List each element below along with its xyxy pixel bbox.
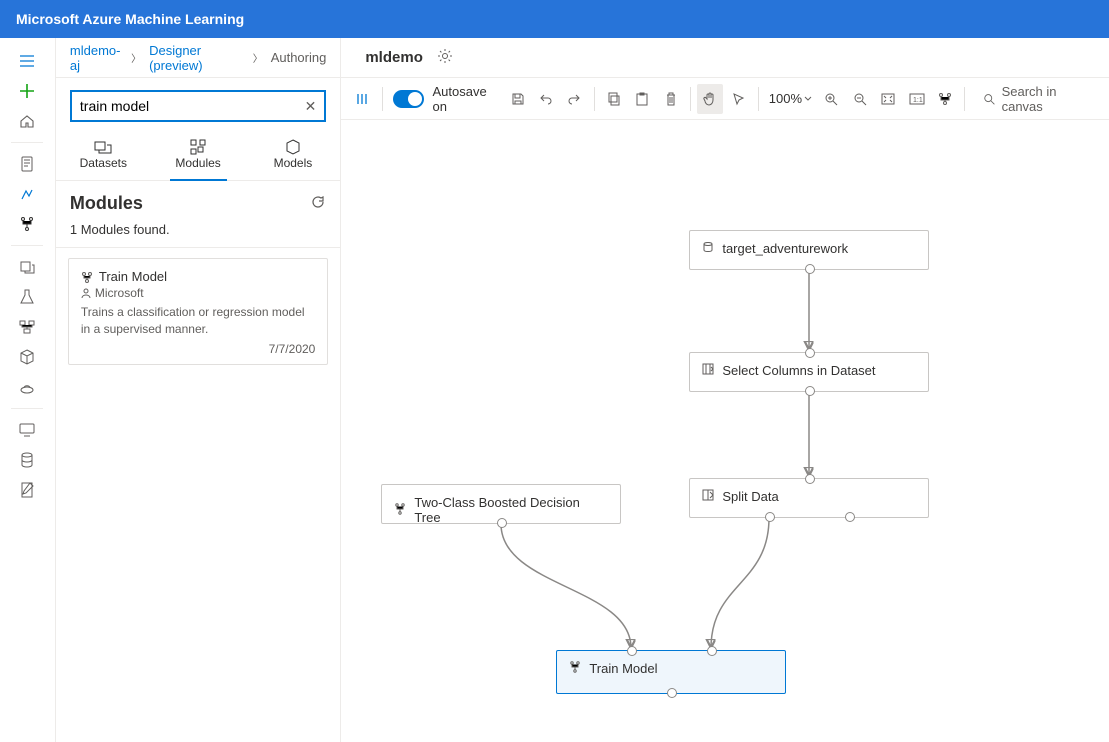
- pipeline-header: mldemo: [341, 38, 1109, 78]
- node-icon: [394, 503, 406, 518]
- breadcrumb-workspace[interactable]: mldemo-aj: [70, 43, 123, 73]
- node-label: Train Model: [589, 661, 657, 676]
- tab-label: Datasets: [80, 156, 127, 170]
- node-icon: [702, 489, 714, 504]
- copy-icon[interactable]: [601, 84, 627, 114]
- chevron-right-icon: 〉: [131, 50, 141, 65]
- breadcrumb-page: Authoring: [271, 50, 327, 65]
- zoom-out-icon[interactable]: [847, 84, 873, 114]
- output-port[interactable]: [845, 512, 855, 522]
- undo-icon[interactable]: [533, 84, 559, 114]
- node-label: Select Columns in Dataset: [722, 363, 875, 378]
- node-label: target_adventurework: [722, 241, 848, 256]
- autosave-label: Autosave on: [432, 84, 496, 114]
- datasets-icon[interactable]: [7, 252, 47, 282]
- zoom-in-icon[interactable]: [818, 84, 844, 114]
- node-icon: [702, 363, 714, 378]
- datastores-icon[interactable]: [7, 445, 47, 475]
- node-label: Split Data: [722, 489, 778, 504]
- app-title-bar: Microsoft Azure Machine Learning: [0, 0, 1109, 38]
- hamburger-icon[interactable]: [7, 46, 47, 76]
- experiments-icon[interactable]: [7, 282, 47, 312]
- node-icon: [569, 661, 581, 676]
- datasets-tab-icon: [94, 138, 112, 156]
- canvas-node[interactable]: Two-Class Boosted Decision Tree: [381, 484, 621, 524]
- chevron-down-icon: [804, 95, 812, 103]
- refresh-icon[interactable]: [310, 194, 326, 213]
- canvas-node[interactable]: Split Data: [689, 478, 929, 518]
- canvas-node[interactable]: target_adventurework: [689, 230, 929, 270]
- asset-tabs: Datasets Modules Models: [56, 132, 340, 181]
- modules-tab-icon: [190, 138, 206, 156]
- output-port[interactable]: [805, 264, 815, 274]
- tab-label: Modules: [175, 156, 220, 170]
- person-icon: [81, 288, 91, 298]
- asset-panel: mldemo-aj 〉 Designer (preview) 〉 Authori…: [56, 38, 341, 742]
- toggle-panel-icon[interactable]: [349, 84, 375, 114]
- app-title: Microsoft Azure Machine Learning: [16, 11, 244, 27]
- tab-label: Models: [274, 156, 313, 170]
- paste-icon[interactable]: [629, 84, 655, 114]
- module-card-date: 7/7/2020: [81, 342, 315, 356]
- tab-datasets[interactable]: Datasets: [56, 132, 151, 180]
- panel-title: Modules: [70, 193, 143, 214]
- actual-size-icon[interactable]: 1:1: [903, 84, 929, 114]
- canvas-node[interactable]: Select Columns in Dataset: [689, 352, 929, 392]
- module-card-description: Trains a classification or regression mo…: [81, 304, 315, 338]
- svg-text:1:1: 1:1: [913, 97, 923, 104]
- auto-layout-icon[interactable]: [932, 84, 958, 114]
- module-card-title: Train Model: [99, 269, 167, 284]
- designer-icon[interactable]: [7, 209, 47, 239]
- search-canvas-label: Search in canvas: [1002, 84, 1089, 114]
- models-icon[interactable]: [7, 342, 47, 372]
- redo-icon[interactable]: [561, 84, 587, 114]
- pipelines-icon[interactable]: [7, 312, 47, 342]
- pipeline-name: mldemo: [365, 49, 423, 66]
- notebooks-icon[interactable]: [7, 149, 47, 179]
- autosave-toggle[interactable]: [393, 90, 425, 108]
- tab-models[interactable]: Models: [246, 132, 341, 180]
- labeling-icon[interactable]: [7, 475, 47, 505]
- save-icon[interactable]: [504, 84, 530, 114]
- module-card-train-model[interactable]: Train Model Microsoft Trains a classific…: [68, 258, 328, 365]
- node-icon: [702, 241, 714, 256]
- output-port[interactable]: [765, 512, 775, 522]
- canvas-toolbar: Autosave on 100% 1:1: [341, 78, 1109, 120]
- tab-modules[interactable]: Modules: [151, 132, 246, 180]
- designer-canvas[interactable]: target_adventurework Select Columns in Da…: [341, 120, 1109, 742]
- results-count: 1 Modules found.: [56, 218, 340, 248]
- canvas-node[interactable]: Train Model: [556, 650, 786, 694]
- delete-icon[interactable]: [658, 84, 684, 114]
- compute-icon[interactable]: [7, 415, 47, 445]
- module-search-box[interactable]: ✕: [70, 90, 326, 122]
- search-icon: [983, 92, 995, 106]
- module-card-author: Microsoft: [95, 286, 144, 300]
- home-icon[interactable]: [7, 106, 47, 136]
- pipeline-settings-icon[interactable]: [437, 48, 453, 68]
- breadcrumb-section[interactable]: Designer (preview): [149, 43, 245, 73]
- chevron-right-icon: 〉: [253, 50, 263, 65]
- search-in-canvas[interactable]: Search in canvas: [971, 84, 1101, 114]
- endpoints-icon[interactable]: [7, 372, 47, 402]
- automl-icon[interactable]: [7, 179, 47, 209]
- models-tab-icon: [285, 138, 301, 156]
- train-model-icon: [81, 271, 93, 283]
- fit-screen-icon[interactable]: [875, 84, 901, 114]
- clear-search-icon[interactable]: ✕: [305, 98, 317, 115]
- pan-tool-icon[interactable]: [697, 84, 723, 114]
- search-input[interactable]: [80, 98, 305, 114]
- breadcrumb: mldemo-aj 〉 Designer (preview) 〉 Authori…: [56, 38, 340, 78]
- left-nav-rail: [0, 38, 56, 742]
- add-icon[interactable]: [7, 76, 47, 106]
- zoom-level[interactable]: 100%: [765, 91, 816, 106]
- output-port[interactable]: [805, 386, 815, 396]
- designer-main: mldemo Autosave on 100%: [341, 38, 1109, 742]
- node-label: Two-Class Boosted Decision Tree: [414, 495, 608, 525]
- select-tool-icon[interactable]: [725, 84, 751, 114]
- output-port[interactable]: [667, 688, 677, 698]
